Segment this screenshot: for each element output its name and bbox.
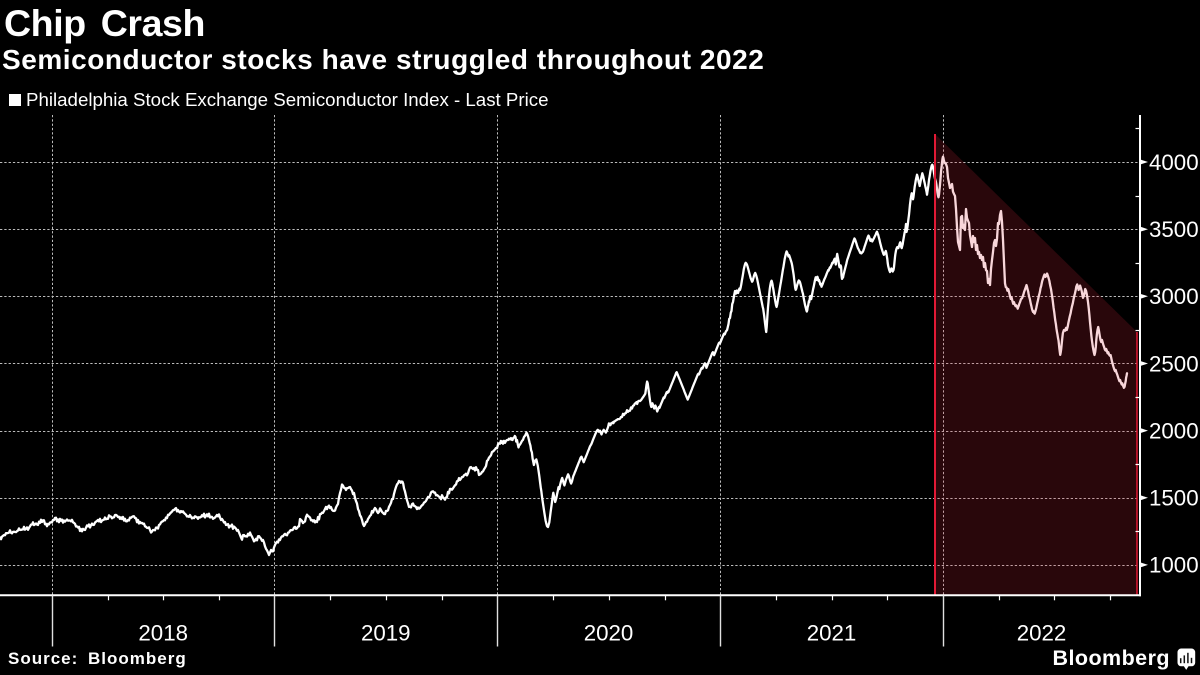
svg-text:2019: 2019 (361, 621, 411, 646)
svg-text:3000: 3000 (1149, 284, 1199, 309)
svg-text:2500: 2500 (1149, 351, 1199, 376)
svg-text:1500: 1500 (1149, 486, 1199, 511)
svg-text:2020: 2020 (584, 621, 634, 646)
svg-text:2021: 2021 (807, 621, 857, 646)
svg-text:2000: 2000 (1149, 418, 1199, 443)
svg-text:3500: 3500 (1149, 217, 1199, 242)
svg-text:2022: 2022 (1017, 621, 1067, 646)
svg-text:4000: 4000 (1149, 150, 1199, 175)
svg-text:2018: 2018 (138, 621, 188, 646)
svg-text:1000: 1000 (1149, 553, 1199, 578)
